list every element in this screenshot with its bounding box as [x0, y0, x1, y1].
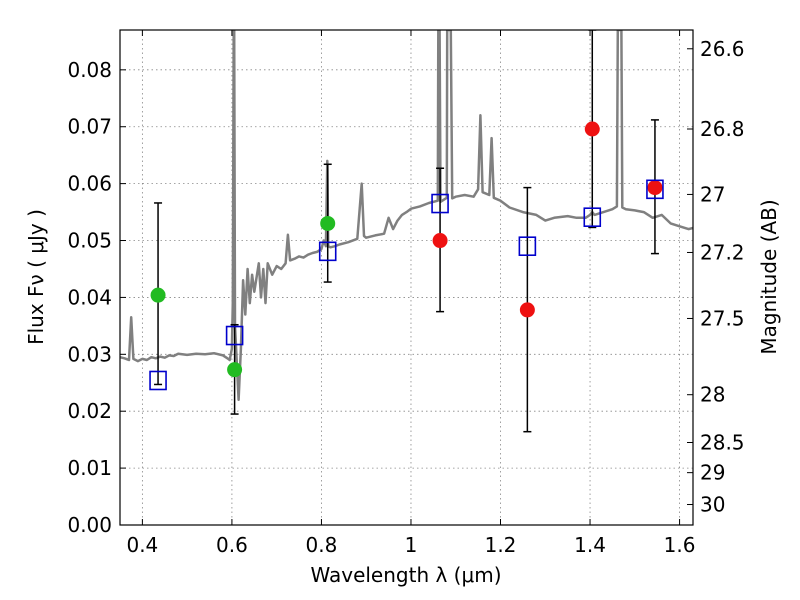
model-photometry-square — [318, 241, 337, 262]
magnitude-tick-label: 28.5 — [700, 431, 745, 455]
y-tick-label: 0.06 — [67, 172, 112, 196]
model-photometry-square — [646, 179, 664, 200]
y-tick-label: 0.00 — [67, 513, 112, 537]
x-tick-label: 0.8 — [306, 533, 338, 557]
model-photometry-square — [583, 207, 602, 227]
y-axis-title: Flux Fν ( μJy ) — [24, 209, 48, 345]
magnitude-tick-label: 29 — [700, 461, 725, 485]
y-tick-label: 0.07 — [67, 115, 112, 139]
plot-frame — [119, 29, 694, 526]
x-axis-title: Wavelength λ (μm) — [310, 563, 501, 587]
green-data-point — [320, 215, 336, 231]
model-photometry-square — [149, 370, 167, 391]
magnitude-tick-label: 28 — [700, 383, 725, 407]
x-tick-label: 1 — [405, 533, 418, 557]
x-tick-label: 1.2 — [485, 533, 517, 557]
model-spectrum-layer — [120, 30, 693, 402]
x-tick-label: 1.4 — [574, 533, 606, 557]
y-tick-label: 0.08 — [67, 58, 112, 82]
x-tick-label: 0.6 — [216, 533, 248, 557]
model-photometry-square — [225, 325, 244, 346]
red-data-point — [432, 233, 448, 249]
x-tick-label: 1.6 — [664, 533, 696, 557]
y-tick-label: 0.05 — [67, 229, 112, 253]
magnitude-tick-label: 27 — [700, 182, 725, 206]
y-axis-ticks: 0.00 0.01 0.02 0.03 0.04 0.05 0.06 0.07 0.08 — [67, 58, 126, 537]
magnitude-tick-label: 26.8 — [700, 117, 745, 141]
y-tick-label: 0.01 — [67, 456, 112, 480]
y-tick-label: 0.03 — [67, 342, 112, 366]
red-data-point — [519, 302, 535, 318]
magnitude-tick-label: 27.5 — [700, 306, 745, 330]
x-axis-ticks: 0.4 0.6 0.8 1 1.2 1.4 1.6 — [126, 30, 695, 557]
model-photometry-square — [518, 236, 537, 257]
x-tick-label: 0.4 — [126, 533, 158, 557]
green-data-point — [227, 362, 243, 378]
y-tick-label: 0.04 — [67, 285, 112, 309]
y-tick-label: 0.02 — [67, 399, 112, 423]
marker-layer — [149, 121, 664, 391]
grid-lines — [120, 30, 693, 526]
model-spectrum-line — [120, 30, 693, 402]
model-photometry-square — [431, 193, 449, 214]
red-data-point — [647, 180, 663, 196]
red-data-point — [584, 121, 600, 137]
magnitude-tick-label: 27.2 — [700, 240, 745, 264]
magnitude-tick-label: 30 — [700, 493, 725, 517]
green-data-point — [150, 287, 166, 303]
magnitude-tick-label: 26.6 — [700, 37, 745, 61]
magnitude-axis-ticks: 26.6 26.8 27 27.2 27.5 28 28.5 29 30 — [687, 37, 745, 517]
magnitude-axis-title: Magnitude (AB) — [757, 199, 781, 354]
